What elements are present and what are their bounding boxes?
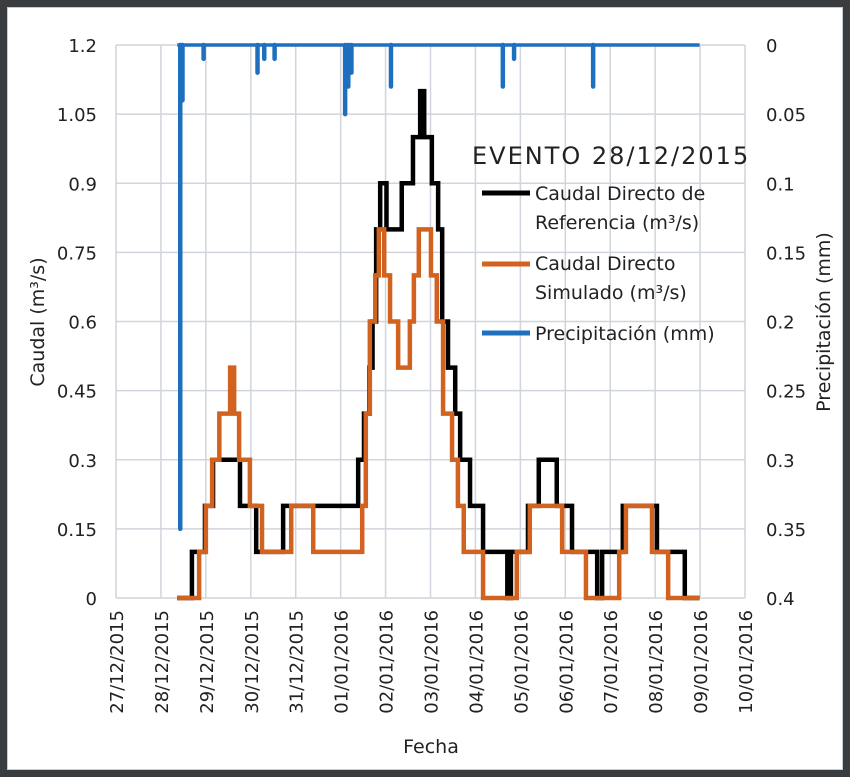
svg-text:0.25: 0.25 — [766, 382, 806, 403]
y2-axis-label: Precipitación (mm) — [813, 232, 835, 412]
y-axis-label: Caudal (m³/s) — [27, 257, 49, 386]
svg-text:05/01/2016: 05/01/2016 — [511, 610, 532, 714]
svg-text:0.3: 0.3 — [766, 451, 795, 472]
svg-text:08/01/2016: 08/01/2016 — [646, 610, 667, 714]
svg-text:07/01/2016: 07/01/2016 — [601, 610, 622, 714]
x-axis-ticks: 27/12/2015 28/12/2015 29/12/2015 30/12/2015… — [107, 610, 757, 714]
left-axis-ticks: 0 0.15 0.3 0.45 0.6 0.75 0.9 1.05 1.2 — [57, 36, 97, 610]
svg-text:0.9: 0.9 — [68, 174, 97, 195]
svg-text:02/01/2016: 02/01/2016 — [377, 610, 398, 714]
svg-text:29/12/2015: 29/12/2015 — [197, 610, 218, 714]
svg-text:0.2: 0.2 — [766, 313, 795, 334]
svg-text:0.4: 0.4 — [766, 589, 795, 610]
legend-label-reference: Caudal Directo de — [535, 183, 705, 205]
svg-text:0.05: 0.05 — [766, 105, 806, 126]
legend-label-precipitation: Precipitación (mm) — [535, 323, 715, 345]
svg-text:30/12/2015: 30/12/2015 — [242, 610, 263, 714]
legend: EVENTO 28/12/2015 Caudal Directo de Refe… — [472, 142, 750, 345]
svg-text:01/01/2016: 01/01/2016 — [332, 610, 353, 714]
svg-text:0: 0 — [766, 36, 777, 57]
grid-lines — [115, 44, 746, 599]
svg-text:0.35: 0.35 — [766, 520, 806, 541]
precipitation-series — [177, 42, 700, 532]
svg-text:28/12/2015: 28/12/2015 — [152, 610, 173, 714]
svg-text:06/01/2016: 06/01/2016 — [556, 610, 577, 714]
svg-text:0.15: 0.15 — [57, 520, 97, 541]
svg-text:04/01/2016: 04/01/2016 — [466, 610, 487, 714]
svg-text:0.15: 0.15 — [766, 243, 806, 264]
x-axis-label: Fecha — [403, 736, 459, 758]
svg-text:0.3: 0.3 — [68, 451, 97, 472]
svg-text:10/01/2016: 10/01/2016 — [736, 610, 757, 714]
svg-text:0.6: 0.6 — [68, 313, 97, 334]
svg-text:1.05: 1.05 — [57, 105, 97, 126]
svg-text:0.45: 0.45 — [57, 382, 97, 403]
svg-text:0.1: 0.1 — [766, 174, 795, 195]
simulated-flow-line — [177, 227, 700, 601]
svg-text:03/01/2016: 03/01/2016 — [422, 610, 443, 714]
svg-text:1.2: 1.2 — [68, 36, 97, 57]
legend-label-simulated: Caudal Directo — [535, 253, 676, 275]
legend-label-reference-2: Referencia (m³/s) — [535, 212, 699, 234]
svg-text:0: 0 — [86, 589, 97, 610]
svg-text:31/12/2015: 31/12/2015 — [287, 610, 308, 714]
svg-text:27/12/2015: 27/12/2015 — [107, 610, 128, 714]
legend-label-simulated-2: Simulado (m³/s) — [535, 282, 687, 304]
right-axis-ticks: 0 0.05 0.1 0.15 0.2 0.25 0.3 0.35 0.4 — [766, 36, 806, 610]
svg-text:09/01/2016: 09/01/2016 — [691, 610, 712, 714]
svg-text:0.75: 0.75 — [57, 243, 97, 264]
chart-title: EVENTO 28/12/2015 — [472, 142, 750, 170]
